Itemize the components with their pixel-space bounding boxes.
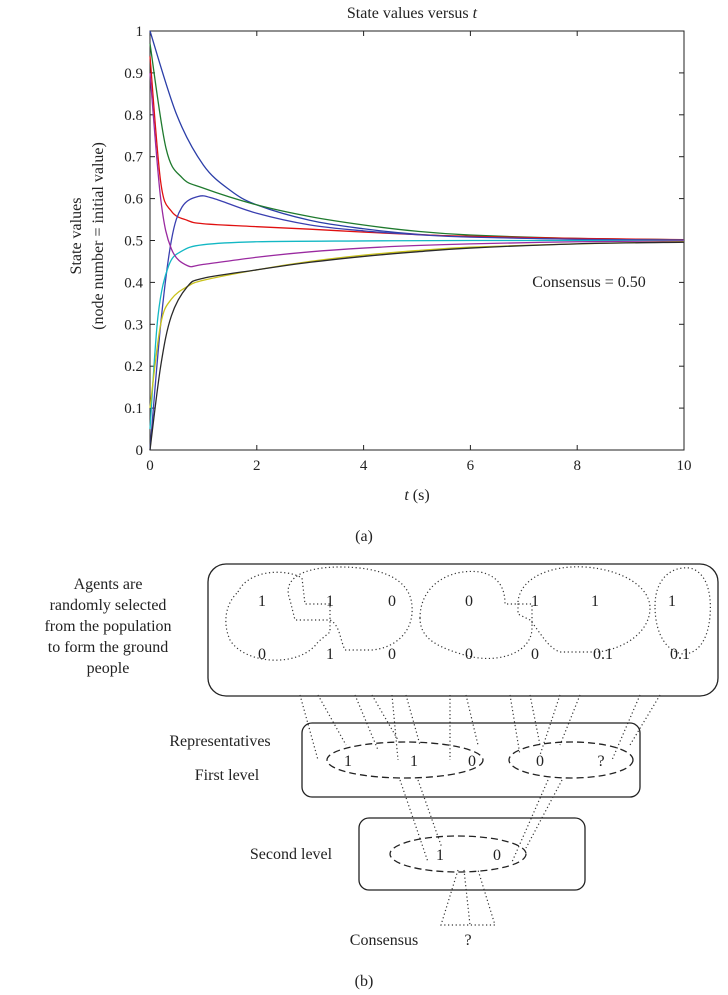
x-tick-label: 6	[467, 458, 475, 474]
ground-value: 0	[388, 646, 396, 663]
connector	[539, 694, 581, 756]
ground-label-line-1: Agents are	[74, 576, 143, 593]
series-line-7	[149, 241, 685, 409]
consensus-label: Consensus	[350, 932, 418, 949]
ground-value: 1	[326, 646, 334, 663]
y-tick-label: 0	[136, 443, 144, 459]
ground-label-line-5: people	[87, 660, 130, 677]
second-level-group	[389, 835, 527, 873]
caption-b: (b)	[355, 973, 374, 990]
ground-value: 1	[668, 593, 676, 610]
ground-value: 1	[531, 593, 539, 610]
ground-value: 0	[258, 646, 266, 663]
y-axis-label: State values (node number = initial valu…	[68, 142, 107, 330]
first-level-value: ?	[597, 753, 604, 770]
x-tick-label: 2	[253, 458, 261, 474]
first-level-value: 1	[410, 753, 418, 770]
connector	[354, 694, 399, 751]
agent-group-3	[419, 570, 533, 660]
ground-label-line-2: randomly selected	[50, 597, 167, 614]
first-level-values: 1 1 0 0 ?	[344, 753, 605, 770]
ground-value: 0	[465, 593, 473, 610]
series-line-5	[149, 239, 685, 430]
first-level-label: First level	[195, 767, 260, 784]
x-tick-label: 4	[360, 458, 368, 474]
first-level-group-2	[508, 741, 634, 779]
y-tick-label: 0.1	[124, 401, 143, 417]
first-level-box	[301, 722, 641, 798]
series-line-2	[149, 43, 685, 241]
first-level-group-1	[326, 741, 484, 779]
first-level-value: 0	[468, 753, 476, 770]
ground-value: 1	[258, 593, 266, 610]
ground-value: 0	[465, 646, 473, 663]
y-tick-label: 0.9	[124, 66, 143, 82]
y-axis-label-line2: (node number = initial value)	[90, 142, 107, 330]
diagram-panel-b: Agents are randomly selected from the po…	[44, 563, 719, 990]
ground-value: 0.1	[670, 646, 690, 663]
x-ticks: 0 2 4 6 8 10	[146, 31, 692, 474]
y-tick-label: 0.6	[124, 192, 143, 208]
y-ticks: 0 0.1 0.2 0.3 0.4 0.5 0.6 0.7 0.8 0.9 1	[124, 24, 684, 459]
second-level-label: Second level	[250, 846, 333, 863]
chart-panel-a: State values versus t State values (node…	[68, 5, 692, 545]
second-level-value: 1	[436, 847, 444, 864]
series-lines	[149, 30, 685, 451]
ground-value: 0.1	[593, 646, 613, 663]
series-line-3	[149, 56, 685, 241]
y-tick-label: 0.8	[124, 108, 143, 124]
y-tick-label: 0.5	[124, 234, 143, 250]
first-to-second-connectors	[399, 779, 563, 863]
connector	[611, 694, 661, 761]
y-axis-label-line1: State values	[68, 198, 85, 275]
agent-group-4	[517, 566, 651, 653]
ground-value: 1	[591, 593, 599, 610]
ground-values: 1 1 0 0 1 0 1 0 1 1 0 0 0.1 0.1	[258, 593, 690, 663]
connector	[449, 694, 479, 760]
ground-agent-groups	[225, 566, 711, 661]
x-axis-label: t (s)	[404, 487, 429, 504]
consensus-value: ?	[464, 932, 471, 949]
y-tick-label: 1	[136, 24, 144, 40]
ground-value: 0	[531, 646, 539, 663]
connector	[391, 694, 421, 761]
connector	[399, 779, 443, 863]
series-line-6	[149, 72, 685, 268]
chart-title: State values versus t	[347, 5, 478, 22]
y-tick-label: 0.7	[124, 150, 143, 166]
ground-value: 0	[388, 593, 396, 610]
ground-label-line-4: to form the ground	[48, 639, 168, 656]
ground-population-box	[207, 563, 719, 697]
series-line-1	[149, 30, 685, 241]
connector	[511, 779, 563, 863]
first-level-value: 1	[344, 753, 352, 770]
ground-value: 1	[326, 593, 334, 610]
x-tick-label: 10	[677, 458, 692, 474]
y-tick-label: 0.2	[124, 359, 143, 375]
connector	[509, 694, 541, 756]
y-tick-label: 0.3	[124, 317, 143, 333]
representatives-label: Representatives	[169, 733, 270, 750]
consensus-annotation: Consensus = 0.50	[532, 274, 645, 291]
second-level-box	[358, 817, 586, 891]
caption-a: (a)	[355, 528, 373, 545]
x-tick-label: 8	[573, 458, 581, 474]
ground-to-first-connectors	[299, 694, 661, 761]
first-level-value: 0	[536, 753, 544, 770]
second-to-consensus-connector	[440, 869, 496, 926]
series-line-8	[149, 241, 685, 451]
agent-group-5	[654, 567, 711, 655]
agent-group-1	[225, 571, 331, 661]
second-level-value: 0	[493, 847, 501, 864]
ground-description: Agents are randomly selected from the po…	[44, 576, 171, 677]
x-tick-label: 0	[146, 458, 154, 474]
ground-label-line-3: from the population	[44, 618, 171, 635]
y-tick-label: 0.4	[124, 275, 143, 291]
series-line-4	[149, 195, 685, 451]
